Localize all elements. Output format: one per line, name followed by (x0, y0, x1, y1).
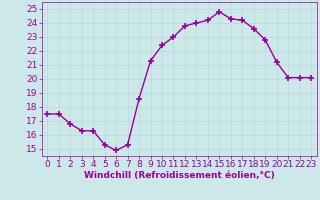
X-axis label: Windchill (Refroidissement éolien,°C): Windchill (Refroidissement éolien,°C) (84, 171, 275, 180)
